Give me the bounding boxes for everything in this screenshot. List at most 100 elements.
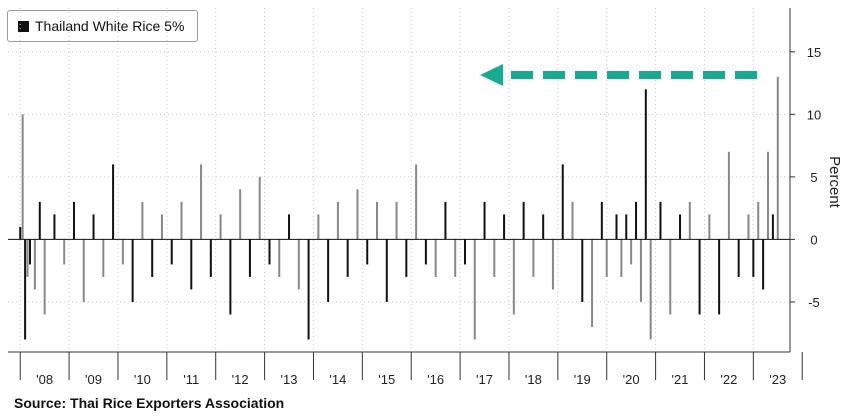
bar [297,239,300,290]
x-tick-label: '17 [476,372,493,387]
bar [278,239,281,277]
bar [600,201,603,240]
bar [591,239,594,327]
bar [512,239,515,315]
bar [605,239,608,277]
bar [522,201,525,240]
bar [366,239,369,265]
bar [33,239,36,290]
bar [170,239,173,265]
bar [141,201,144,240]
bar [503,214,506,240]
bar [43,239,46,315]
bar [209,239,212,277]
x-tick-label: '23 [769,372,786,387]
bar [708,214,711,240]
bar [727,151,730,240]
bar [219,214,222,240]
bar [180,201,183,240]
bar [532,239,535,277]
bar [239,189,242,240]
y-tick-label: 15 [807,45,821,60]
bar [434,239,437,277]
bar [160,214,163,240]
bar [317,214,320,240]
y-tick-label: 0 [810,232,817,247]
bar [258,176,261,240]
x-tick-label: '22 [720,372,737,387]
y-axis-title: Percent [826,156,843,209]
bar [336,201,339,240]
bar [405,239,408,277]
bar [131,239,134,302]
bar [200,164,203,240]
x-tick-label: '19 [574,372,591,387]
x-tick-label: '08 [36,372,53,387]
bar [473,239,476,340]
bar [424,239,427,265]
y-tick-label: 5 [810,170,817,185]
bar [776,76,779,240]
bar [747,214,750,240]
bar [620,239,623,277]
x-tick-label: '15 [378,372,395,387]
bar [757,201,760,240]
bar [752,239,755,277]
bar [771,214,774,240]
bar [307,239,310,340]
x-tick-label: '13 [281,372,298,387]
y-tick-label: 10 [807,107,821,122]
bar [63,239,66,265]
x-tick-label: '16 [427,372,444,387]
bar [493,239,496,277]
bar [635,201,638,240]
bar [639,239,642,302]
bar [229,239,232,315]
bars [19,76,779,340]
bar [630,239,633,265]
bar [762,239,765,290]
bar [248,239,251,277]
bar [24,239,27,340]
bar [698,239,701,315]
bar [72,201,75,240]
bar [561,164,564,240]
bar [28,239,31,265]
source-note: Source: Thai Rice Exporters Association [14,395,285,411]
bar [454,239,457,277]
tick-labels: 15 10 5 0 -5 '08 '09 '10 '11 '12 '13 '14 '15 '16 '17 '1… [36,45,821,387]
bar [288,214,291,240]
bar [551,239,554,290]
x-tick-label: '12 [232,372,249,387]
x-tick-label: '14 [329,372,346,387]
bar [679,214,682,240]
bar [463,239,466,265]
x-tick-label: '20 [623,372,640,387]
bar [327,239,330,302]
bar [385,239,388,302]
legend: Thailand White Rice 5% [7,10,198,42]
bar [190,239,193,290]
y-tick-label: -5 [808,295,820,310]
bar [688,201,691,240]
bar [21,114,24,240]
bar [102,239,105,277]
bar [625,214,628,240]
bar [121,239,124,265]
bar [356,189,359,240]
legend-swatch [18,20,29,32]
bar [151,239,154,277]
arrow-head [480,64,503,86]
x-tick-label: '10 [134,372,151,387]
bar [767,151,770,240]
bar [669,239,672,315]
bar [615,214,618,240]
axes [8,8,803,380]
bar [483,201,486,240]
bar [737,239,740,277]
bar [112,164,115,240]
x-tick-label: '18 [525,372,542,387]
arrow-annotation [480,64,757,86]
bar [53,214,56,240]
